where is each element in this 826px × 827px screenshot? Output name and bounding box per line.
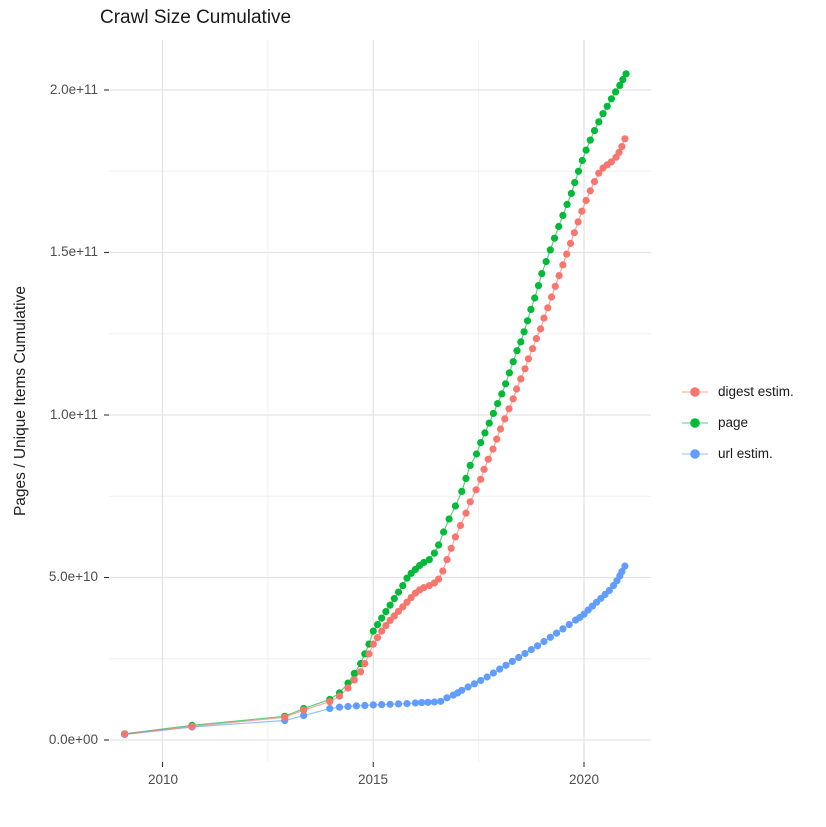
y-tick-label-3: 1.5e+11 <box>49 244 98 259</box>
x-tick-label-2020: 2020 <box>568 772 600 787</box>
legend-item-page: page <box>682 407 794 438</box>
legend-label: digest estim. <box>718 384 794 399</box>
axis-tick-marks <box>104 89 585 767</box>
legend-item-digest-estim: digest estim. <box>682 376 794 407</box>
y-tick-label-0: 0.0e+00 <box>48 732 98 747</box>
legend-label: page <box>718 415 749 430</box>
x-tick-label-2010: 2010 <box>147 772 179 787</box>
gridlines-minor <box>109 40 651 762</box>
legend-item-url-estim: url estim. <box>682 438 794 469</box>
chart-legend: digest estim. page url estim. <box>682 376 794 469</box>
legend-label: url estim. <box>718 446 773 461</box>
chart-title: Crawl Size Cumulative <box>100 7 292 28</box>
legend-key-dot-icon <box>682 386 708 397</box>
series-digest-estim- <box>121 135 629 738</box>
gridlines-major <box>109 40 651 762</box>
series-url-estim- <box>121 562 629 739</box>
y-tick-label-1: 5.0e+10 <box>48 569 98 584</box>
y-tick-label-2: 1.0e+11 <box>49 407 98 422</box>
legend-key-dot-icon <box>682 448 708 459</box>
x-tick-label-2015: 2015 <box>357 772 389 787</box>
y-tick-label-4: 2.0e+11 <box>49 82 98 97</box>
legend-key-dot-icon <box>682 417 708 428</box>
